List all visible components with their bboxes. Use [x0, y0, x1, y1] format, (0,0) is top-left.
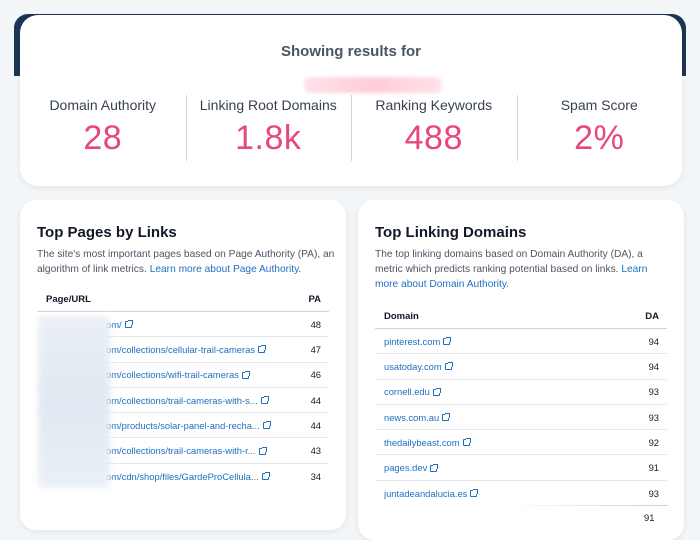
metric-label: Ranking Keywords — [375, 97, 493, 113]
redacted-url-prefix — [38, 316, 110, 488]
external-link-icon — [432, 387, 441, 396]
top-domains-table: Domain DA pinterest.com 94 usatoday.com … — [375, 305, 667, 506]
external-link-icon — [124, 320, 133, 329]
panel-description: The top linking domains based on Domain … — [375, 247, 673, 292]
da-value: 94 — [648, 360, 659, 372]
table-row: om/collections/cellular-trail-cameras 47 — [37, 337, 329, 363]
page-link[interactable]: om/products/solar-panel-and-recha... — [46, 420, 271, 431]
external-link-icon — [470, 489, 479, 498]
external-link-icon — [241, 370, 250, 379]
column-header-da: DA — [645, 311, 659, 322]
table-row: pages.dev 91 — [375, 455, 667, 481]
table-row: om/cdn/shop/files/GardeProCellula... 34 — [37, 464, 329, 489]
pa-value: 46 — [310, 369, 321, 381]
table-row: pinterest.com 94 — [375, 329, 667, 355]
table-row: thedailybeast.com 92 — [375, 430, 667, 456]
table-row: om/collections/trail-cameras-with-s... 4… — [37, 388, 329, 414]
table-row: usatoday.com 94 — [375, 354, 667, 380]
row-divider — [508, 505, 668, 506]
domain-link[interactable]: thedailybeast.com — [384, 437, 471, 448]
domain-link[interactable]: usatoday.com — [384, 361, 453, 372]
page-link[interactable]: om/collections/trail-cameras-with-r... — [46, 445, 267, 456]
page-link[interactable]: om/collections/cellular-trail-cameras — [46, 344, 267, 355]
page-link[interactable]: om/collections/wifi-trail-cameras — [46, 369, 250, 380]
table-row: om/collections/trail-cameras-with-r... 4… — [37, 438, 329, 464]
external-link-icon — [462, 438, 471, 447]
table-header: Page/URL PA — [37, 288, 329, 312]
column-header-domain: Domain — [384, 311, 419, 322]
table-header: Domain DA — [375, 305, 667, 329]
summary-title: Showing results for — [280, 43, 421, 60]
metric-linking-root-domains: Linking Root Domains 1.8k — [185, 95, 352, 165]
da-value-partial: 91 — [644, 512, 655, 523]
description-text: The site's most important pages based on… — [37, 249, 335, 275]
top-linking-domains-panel: Top Linking Domains The top linking doma… — [358, 200, 684, 540]
domain-link[interactable]: news.com.au — [384, 412, 451, 423]
domain-link[interactable]: pinterest.com — [384, 336, 452, 347]
metric-domain-authority: Domain Authority 28 — [20, 95, 186, 165]
da-value: 94 — [648, 335, 659, 347]
pa-value: 44 — [310, 419, 321, 431]
da-value: 91 — [648, 462, 659, 474]
pa-value: 48 — [310, 318, 321, 330]
external-link-icon — [260, 396, 269, 405]
panel-title: Top Linking Domains — [375, 224, 527, 241]
da-value: 93 — [648, 411, 659, 423]
table-row: om/ 48 — [37, 312, 329, 338]
column-header-url: Page/URL — [46, 294, 91, 305]
page-link[interactable]: om/ — [46, 319, 133, 330]
metric-value: 2% — [574, 119, 625, 157]
domain-link[interactable]: juntadeandalucia.es — [384, 488, 479, 499]
da-value: 92 — [648, 436, 659, 448]
learn-more-link[interactable]: Learn more about Domain Authority. — [375, 264, 648, 290]
metric-value: 28 — [83, 119, 123, 157]
pa-value: 34 — [310, 470, 321, 482]
external-link-icon — [261, 472, 270, 481]
pa-value: 47 — [310, 343, 321, 355]
page-link[interactable]: om/cdn/shop/files/GardeProCellula... — [46, 471, 270, 482]
description-text: The top linking domains based on Domain … — [375, 249, 643, 275]
table-row: om/products/solar-panel-and-recha... 44 — [37, 413, 329, 439]
pa-value: 44 — [310, 394, 321, 406]
table-row: om/collections/wifi-trail-cameras 46 — [37, 363, 329, 388]
external-link-icon — [262, 421, 271, 430]
metric-spam-score: Spam Score 2% — [516, 95, 683, 165]
metric-label: Spam Score — [560, 97, 638, 113]
domain-link[interactable]: cornell.edu — [384, 386, 441, 397]
pa-value: 43 — [310, 445, 321, 457]
external-link-icon — [258, 446, 267, 455]
table-row: news.com.au 93 — [375, 405, 667, 431]
metric-ranking-keywords: Ranking Keywords 488 — [351, 95, 517, 165]
external-link-icon — [444, 362, 453, 371]
column-header-pa: PA — [308, 294, 322, 305]
metric-value: 1.8k — [235, 119, 302, 157]
summary-card: Showing results for Domain Authority 28 … — [20, 15, 682, 186]
external-link-icon — [258, 345, 267, 354]
external-link-icon — [443, 337, 452, 346]
external-link-icon — [442, 413, 451, 422]
metric-label: Linking Root Domains — [199, 97, 337, 113]
da-value: 93 — [648, 386, 659, 398]
top-pages-table: Page/URL PA om/ 48 om/collections/cellul… — [37, 288, 329, 489]
learn-more-link[interactable]: Learn more about Page Authority. — [149, 264, 302, 275]
table-row: cornell.edu 93 — [375, 380, 667, 405]
external-link-icon — [430, 463, 439, 472]
metric-label: Domain Authority — [49, 97, 157, 113]
metrics-row: Domain Authority 28 Linking Root Domains… — [20, 95, 682, 165]
metric-value: 488 — [404, 119, 463, 157]
panel-title: Top Pages by Links — [37, 224, 177, 241]
table-row: juntadeandalucia.es 93 — [375, 481, 667, 506]
redacted-domain — [304, 77, 442, 93]
page-link[interactable]: om/collections/trail-cameras-with-s... — [46, 395, 269, 406]
domain-link[interactable]: pages.dev — [384, 462, 439, 473]
panel-description: The site's most important pages based on… — [37, 247, 335, 277]
da-value: 93 — [648, 487, 659, 499]
